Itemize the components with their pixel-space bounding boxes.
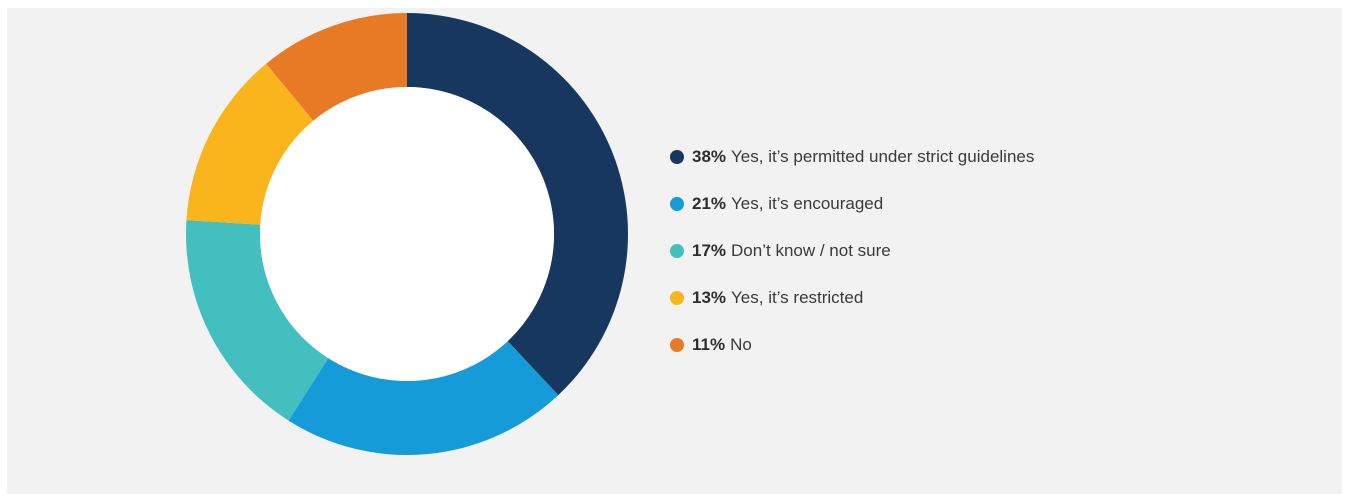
legend-swatch bbox=[670, 338, 684, 352]
donut-slice-no bbox=[266, 13, 407, 121]
donut-hole bbox=[260, 87, 554, 381]
legend-percent: 38% bbox=[692, 147, 727, 166]
donut-slice-permitted bbox=[407, 13, 629, 396]
legend-label: Yes, it’s restricted bbox=[731, 288, 864, 307]
legend-item-permitted: 38% Yes, it’s permitted under strict gui… bbox=[670, 146, 1034, 168]
legend-label: Don’t know / not sure bbox=[731, 241, 891, 260]
legend-percent: 13% bbox=[692, 288, 727, 307]
legend-item-no: 11% No bbox=[670, 334, 1034, 356]
legend-swatch bbox=[670, 150, 684, 164]
legend-percent: 17% bbox=[692, 241, 727, 260]
donut-slice-restricted bbox=[186, 63, 314, 225]
legend-swatch bbox=[670, 244, 684, 258]
legend-label: Yes, it’s encouraged bbox=[731, 194, 884, 213]
legend-percent: 11% bbox=[692, 335, 726, 354]
legend-label: Yes, it’s permitted under strict guideli… bbox=[731, 147, 1035, 166]
legend-item-restricted: 13% Yes, it’s restricted bbox=[670, 287, 1034, 309]
legend-swatch bbox=[670, 291, 684, 305]
donut-chart bbox=[186, 13, 629, 455]
donut-slice-encouraged bbox=[288, 341, 559, 455]
chart-legend: 38% Yes, it’s permitted under strict gui… bbox=[670, 146, 1034, 356]
legend-label: No bbox=[730, 335, 752, 354]
donut-slice-not-sure bbox=[186, 220, 329, 421]
legend-swatch bbox=[670, 197, 684, 211]
legend-percent: 21% bbox=[692, 194, 727, 213]
chart-panel: 38% Yes, it’s permitted under strict gui… bbox=[7, 8, 1342, 494]
legend-item-encouraged: 21% Yes, it’s encouraged bbox=[670, 193, 1034, 215]
legend-item-not-sure: 17% Don’t know / not sure bbox=[670, 240, 1034, 262]
